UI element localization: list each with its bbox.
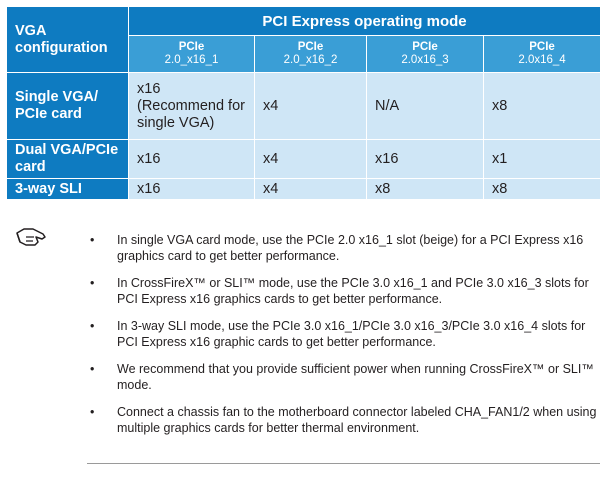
note-item: • In single VGA card mode, use the PCIe 2…	[87, 232, 603, 264]
table-cell: x16 (Recommend for single VGA)	[128, 72, 255, 140]
row-label-dual-vga: Dual VGA/PCIe card	[6, 139, 129, 179]
table-cell: x4	[254, 72, 367, 140]
table-cell: N/A	[366, 72, 484, 140]
note-item: • In CrossFireX™ or SLI™ mode, use the PC…	[87, 275, 603, 307]
pci-express-mode-title: PCI Express operating mode	[127, 6, 602, 36]
slot-header-2-line1: PCIe	[297, 41, 324, 53]
slot-header-4: PCIe 2.0x16_4	[482, 35, 602, 73]
table-row: Single VGA/ PCIe card x16 (Recommend for…	[6, 72, 602, 140]
vga-configuration-header: VGA configuration	[6, 6, 129, 73]
divider	[87, 463, 600, 464]
slot-header-1: PCIe 2.0_x16_1	[128, 35, 255, 73]
vga-configuration-label: VGA configuration	[15, 22, 108, 56]
table-cell: x8	[366, 178, 484, 200]
note-item: • In 3-way SLI mode, use the PCIe 3.0 x16…	[87, 318, 603, 350]
table-cell: x16	[366, 139, 484, 179]
pointing-hand-icon	[14, 220, 48, 254]
slot-header-1-line1: PCIe	[178, 41, 205, 53]
table-cell: x4	[254, 178, 367, 200]
bullet: •	[90, 319, 95, 333]
table-cell: x16	[128, 139, 255, 179]
note-text: In CrossFireX™ or SLI™ mode, use the PCI…	[117, 276, 589, 306]
table-cell: x4	[254, 139, 367, 179]
slot-header-4-line2: 2.0x16_4	[518, 54, 566, 66]
bullet: •	[90, 405, 95, 419]
bullet: •	[90, 276, 95, 290]
bullet: •	[90, 233, 95, 247]
table-header-row: VGA configuration PCI Express operating …	[6, 6, 602, 73]
notes-list: • In single VGA card mode, use the PCIe 2…	[87, 232, 603, 447]
slot-header-2-line2: 2.0_x16_2	[283, 54, 338, 66]
row-label-3-way-sli: 3-way SLI	[6, 178, 129, 200]
table-row: Dual VGA/PCIe card x16 x4 x16 x1	[6, 139, 602, 179]
table-row: 3-way SLI x16 x4 x8 x8	[6, 178, 602, 200]
table-cell: x8	[482, 72, 602, 140]
note-text: We recommend that you provide sufficient…	[117, 362, 594, 392]
slot-header-3: PCIe 2.0x16_3	[366, 35, 484, 73]
slot-header-row: PCIe 2.0_x16_1 PCIe 2.0_x16_2 PCIe 2.0x16_3…	[7, 35, 602, 73]
table-cell: x16	[128, 178, 255, 200]
note-text: In single VGA card mode, use the PCIe 2.…	[117, 233, 584, 263]
slot-header-3-line1: PCIe	[412, 41, 438, 53]
vga-configuration-table: VGA configuration PCI Express operating …	[6, 6, 602, 200]
note-item: • We recommend that you provide sufficien…	[87, 361, 603, 393]
bullet: •	[90, 362, 95, 376]
table-cell: x1	[482, 139, 602, 179]
table-cell: x8	[482, 178, 602, 200]
slot-header-2: PCIe 2.0_x16_2	[254, 35, 367, 73]
slot-header-4-line1: PCIe	[529, 41, 555, 53]
note-text: In 3-way SLI mode, use the PCIe 3.0 x16_…	[117, 319, 586, 349]
slot-header-1-line2: 2.0_x16_1	[164, 54, 219, 66]
row-label-single-vga: Single VGA/ PCIe card	[6, 72, 129, 140]
note-item: • Connect a chassis fan to the motherboar…	[87, 404, 603, 436]
note-text: Connect a chassis fan to the motherboard…	[117, 405, 597, 435]
slot-header-3-line2: 2.0x16_3	[401, 54, 449, 66]
